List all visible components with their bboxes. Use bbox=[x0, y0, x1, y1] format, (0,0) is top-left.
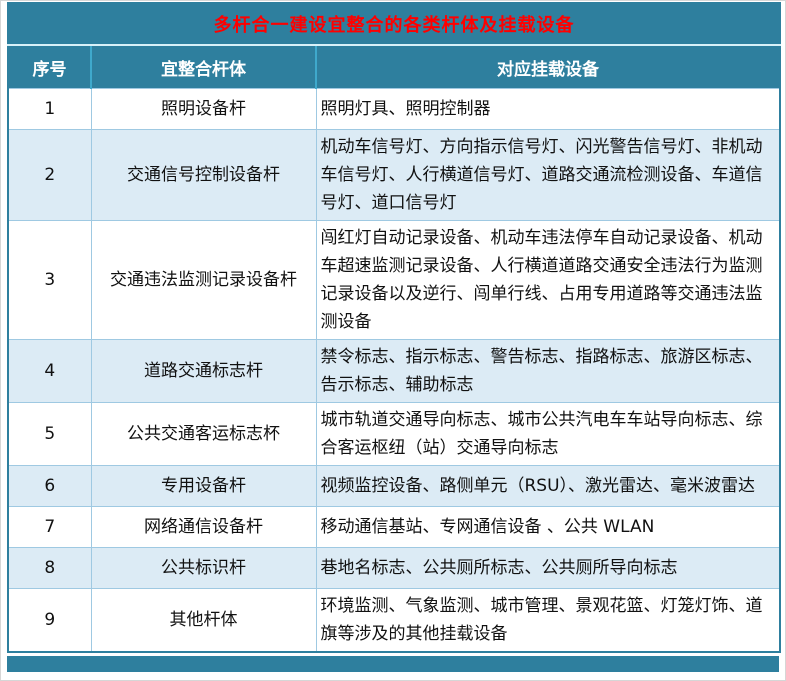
table-row: 5 公共交通客运标志杯 城市轨道交通导向标志、城市公共汽电车车站导向标志、综合客运枢… bbox=[7, 402, 781, 466]
column-header-mounted-devices: 对应挂载设备 bbox=[315, 45, 780, 89]
cell-dev: 照明灯具、照明控制器 bbox=[315, 88, 781, 130]
cell-pole: 公共标识杆 bbox=[90, 547, 317, 589]
table-row: 4 道路交通标志杆 禁令标志、指示标志、警告标志、指路标志、旅游区标志、告示标志、辅… bbox=[7, 339, 781, 403]
cell-no: 5 bbox=[7, 402, 92, 466]
table-row: 3 交通违法监测记录设备杆 闯红灯自动记录设备、机动车违法停车自动记录设备、机动车超… bbox=[7, 220, 781, 340]
cell-pole: 网络通信设备杆 bbox=[90, 506, 317, 548]
table-row: 2 交通信号控制设备杆 机动车信号灯、方向指示信号灯、闪光警告信号灯、非机动车信号灯… bbox=[7, 129, 781, 221]
table-row: 6 专用设备杆 视频监控设备、路侧单元（RSU）、激光雷达、毫米波雷达 bbox=[7, 465, 781, 507]
cell-dev: 城市轨道交通导向标志、城市公共汽电车车站导向标志、综合客运枢纽（站）交通导向标志 bbox=[315, 402, 781, 466]
table-title-row: 多杆合一建设宜整合的各类杆体及挂载设备 bbox=[8, 3, 780, 46]
cell-dev: 闯红灯自动记录设备、机动车违法停车自动记录设备、机动车超速监测记录设备、人行横道… bbox=[315, 220, 781, 340]
cell-pole: 专用设备杆 bbox=[90, 465, 317, 507]
table-row: 7 网络通信设备杆 移动通信基站、专网通信设备 、公共 WLAN bbox=[7, 506, 781, 548]
table-row: 9 其他杆体 环境监测、气象监测、城市管理、景观花篮、灯笼灯饰、道旗等涉及的其他挂载… bbox=[7, 588, 781, 653]
cell-no: 9 bbox=[7, 588, 92, 653]
cell-no: 4 bbox=[7, 339, 92, 403]
column-header-index: 序号 bbox=[8, 45, 91, 89]
cell-pole: 其他杆体 bbox=[90, 588, 317, 653]
table-row: 8 公共标识杆 巷地名标志、公共厕所标志、公共厕所导向标志 bbox=[7, 547, 781, 589]
table-row: 1 照明设备杆 照明灯具、照明控制器 bbox=[7, 88, 781, 130]
cell-no: 6 bbox=[7, 465, 92, 507]
cell-pole: 照明设备杆 bbox=[90, 88, 317, 130]
cell-no: 3 bbox=[7, 220, 92, 340]
cell-dev: 移动通信基站、专网通信设备 、公共 WLAN bbox=[315, 506, 781, 548]
cell-dev: 视频监控设备、路侧单元（RSU）、激光雷达、毫米波雷达 bbox=[315, 465, 781, 507]
cell-dev: 机动车信号灯、方向指示信号灯、闪光警告信号灯、非机动车信号灯、人行横道信号灯、道… bbox=[315, 129, 781, 221]
cell-pole: 交通违法监测记录设备杆 bbox=[90, 220, 317, 340]
cell-no: 1 bbox=[7, 88, 92, 130]
cell-no: 8 bbox=[7, 547, 92, 589]
column-header-pole-type: 宜整合杆体 bbox=[90, 45, 316, 89]
cell-pole: 道路交通标志杆 bbox=[90, 339, 317, 403]
bottom-teal-bar bbox=[7, 656, 779, 672]
cell-dev: 环境监测、气象监测、城市管理、景观花篮、灯笼灯饰、道旗等涉及的其他挂载设备 bbox=[315, 588, 781, 653]
pole-equipment-table: 多杆合一建设宜整合的各类杆体及挂载设备 序号 宜整合杆体 对应挂载设备 1 照明设… bbox=[7, 2, 781, 653]
cell-no: 2 bbox=[7, 129, 92, 221]
cell-pole: 交通信号控制设备杆 bbox=[90, 129, 317, 221]
cell-dev: 禁令标志、指示标志、警告标志、指路标志、旅游区标志、告示标志、辅助标志 bbox=[315, 339, 781, 403]
cell-pole: 公共交通客运标志杯 bbox=[90, 402, 317, 466]
table-header-row: 序号 宜整合杆体 对应挂载设备 bbox=[8, 45, 780, 89]
table-title: 多杆合一建设宜整合的各类杆体及挂载设备 bbox=[8, 3, 780, 46]
table-body: 1 照明设备杆 照明灯具、照明控制器 2 交通信号控制设备杆 机动车信号灯、方向指示信号灯… bbox=[7, 88, 781, 653]
cell-dev: 巷地名标志、公共厕所标志、公共厕所导向标志 bbox=[315, 547, 781, 589]
cell-no: 7 bbox=[7, 506, 92, 548]
